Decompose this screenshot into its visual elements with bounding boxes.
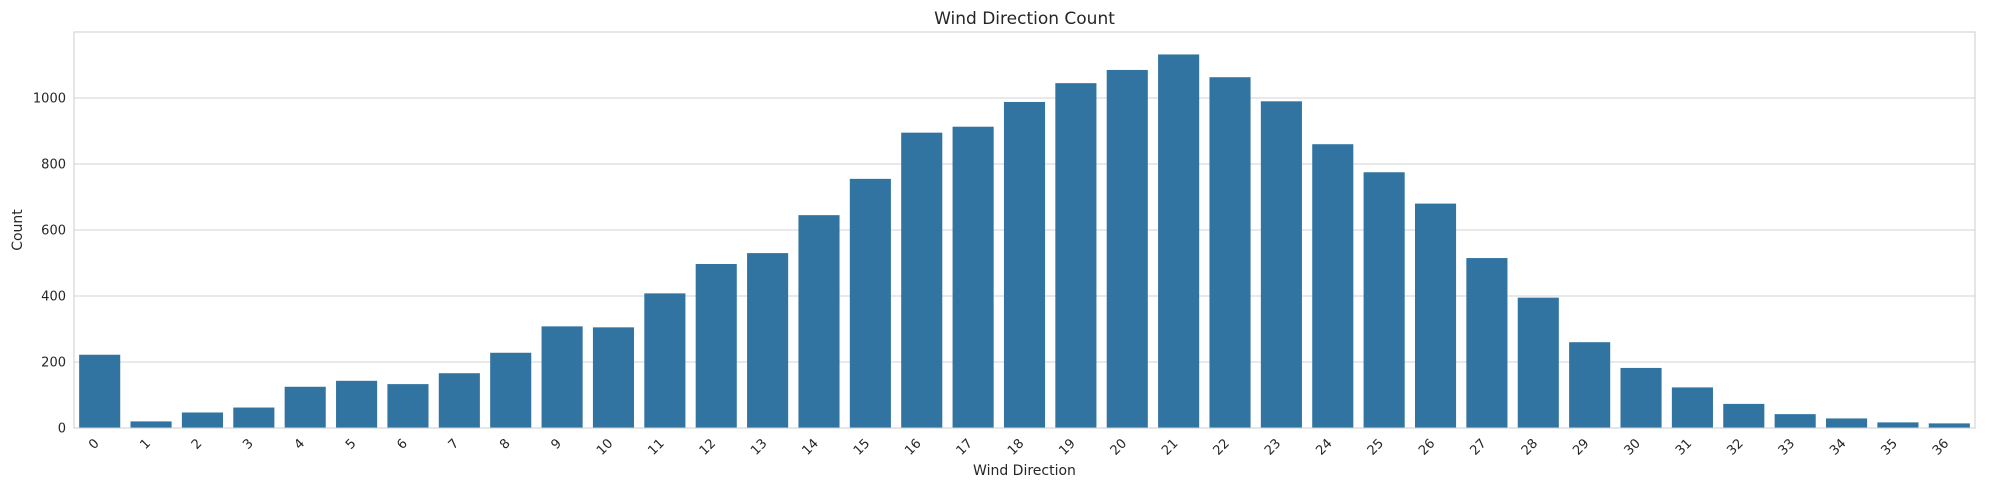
- bar: [1106, 69, 1148, 428]
- bar: [1877, 422, 1919, 428]
- x-tick-label: 6: [394, 436, 410, 452]
- bar: [644, 293, 686, 428]
- bar: [1826, 418, 1868, 428]
- x-tick-label: 15: [851, 436, 873, 458]
- bar: [1209, 77, 1251, 429]
- plot-frame: [73, 31, 1976, 429]
- bar: [1414, 203, 1457, 428]
- bar: [1312, 144, 1354, 428]
- y-tick-label: 400: [41, 290, 66, 305]
- x-tick-label: 20: [1108, 436, 1130, 458]
- x-tick-label: 18: [1005, 436, 1027, 458]
- y-tick-label: 1000: [33, 92, 66, 107]
- bar: [1569, 342, 1611, 428]
- x-tick-label: 3: [240, 436, 256, 452]
- bar: [233, 407, 275, 428]
- x-tick-label: 28: [1519, 436, 1541, 458]
- bar: [1928, 423, 1970, 428]
- bars: [79, 54, 1970, 429]
- bar: [336, 380, 378, 428]
- x-tick-label: 16: [902, 436, 924, 458]
- y-tick-label: 800: [41, 158, 66, 173]
- x-tick-label: 12: [697, 436, 719, 458]
- bar: [1671, 387, 1713, 428]
- x-tick-label: 33: [1776, 436, 1798, 458]
- x-tick-label: 25: [1365, 436, 1387, 458]
- x-tick-label: 11: [645, 436, 667, 458]
- x-tick-label: 4: [292, 436, 308, 452]
- x-tick-label: 31: [1673, 436, 1695, 458]
- bar: [181, 412, 223, 428]
- x-tick-label: 34: [1827, 436, 1849, 458]
- y-tick-label: 0: [58, 422, 66, 437]
- x-tick-label: 35: [1878, 436, 1900, 458]
- x-tick-label: 1: [137, 436, 153, 452]
- bar: [592, 327, 635, 428]
- x-tick-label: 21: [1159, 436, 1181, 458]
- y-axis-label: Count: [10, 209, 26, 251]
- bar: [849, 178, 891, 428]
- x-tick-label: 27: [1467, 436, 1489, 458]
- x-tick-label: 9: [548, 436, 564, 452]
- bar: [1517, 297, 1559, 428]
- bar: [1620, 367, 1662, 428]
- x-tick-label: 13: [748, 436, 770, 458]
- bar: [438, 373, 480, 428]
- bar: [79, 354, 121, 428]
- x-tick-label: 23: [1262, 436, 1284, 458]
- x-tick-label: 14: [800, 436, 822, 458]
- bar: [490, 352, 532, 428]
- x-tick-label: 29: [1570, 436, 1592, 458]
- x-tick-labels: 0 1 2 3 4 5 6 7 8 9 10 11 12 13 14 15 16 17 18 19 20 21 22 23 24…: [86, 436, 1952, 458]
- bar: [387, 384, 429, 428]
- x-tick-label: 5: [343, 436, 359, 452]
- bar: [901, 132, 943, 428]
- x-tick-label: 22: [1211, 436, 1233, 458]
- bar: [1363, 172, 1405, 428]
- x-tick-label: 8: [497, 436, 513, 452]
- x-tick-label: 0: [86, 436, 102, 452]
- bar: [1774, 414, 1816, 428]
- x-tick-label: 2: [189, 436, 205, 452]
- chart-title: Wind Direction Count: [934, 9, 1115, 29]
- bar: [541, 326, 583, 428]
- bar: [1158, 54, 1200, 428]
- x-tick-label: 19: [1056, 436, 1078, 458]
- x-tick-label: 24: [1313, 436, 1335, 458]
- x-tick-label: 10: [594, 436, 616, 458]
- y-tick-label: 200: [41, 356, 66, 371]
- bar: [695, 263, 737, 428]
- bar: [1723, 403, 1765, 428]
- bar: [130, 421, 172, 428]
- y-tick-label: 600: [41, 224, 66, 239]
- x-tick-label: 7: [446, 436, 462, 452]
- bar: [952, 126, 994, 429]
- bar: [1055, 83, 1097, 429]
- bar: [798, 215, 840, 428]
- x-tick-label: 17: [954, 436, 976, 458]
- y-tick-labels: 0 200 400 600 800 1000: [33, 92, 66, 437]
- x-tick-label: 26: [1416, 436, 1438, 458]
- bar: [1003, 101, 1046, 429]
- bar: [284, 386, 326, 428]
- x-axis-label: Wind Direction: [973, 463, 1076, 479]
- bar: [747, 253, 789, 428]
- x-tick-label: 32: [1724, 436, 1746, 458]
- bar: [1260, 101, 1302, 429]
- x-tick-label: 30: [1622, 436, 1644, 458]
- x-tick-label: 36: [1930, 436, 1952, 458]
- bar: [1466, 258, 1508, 428]
